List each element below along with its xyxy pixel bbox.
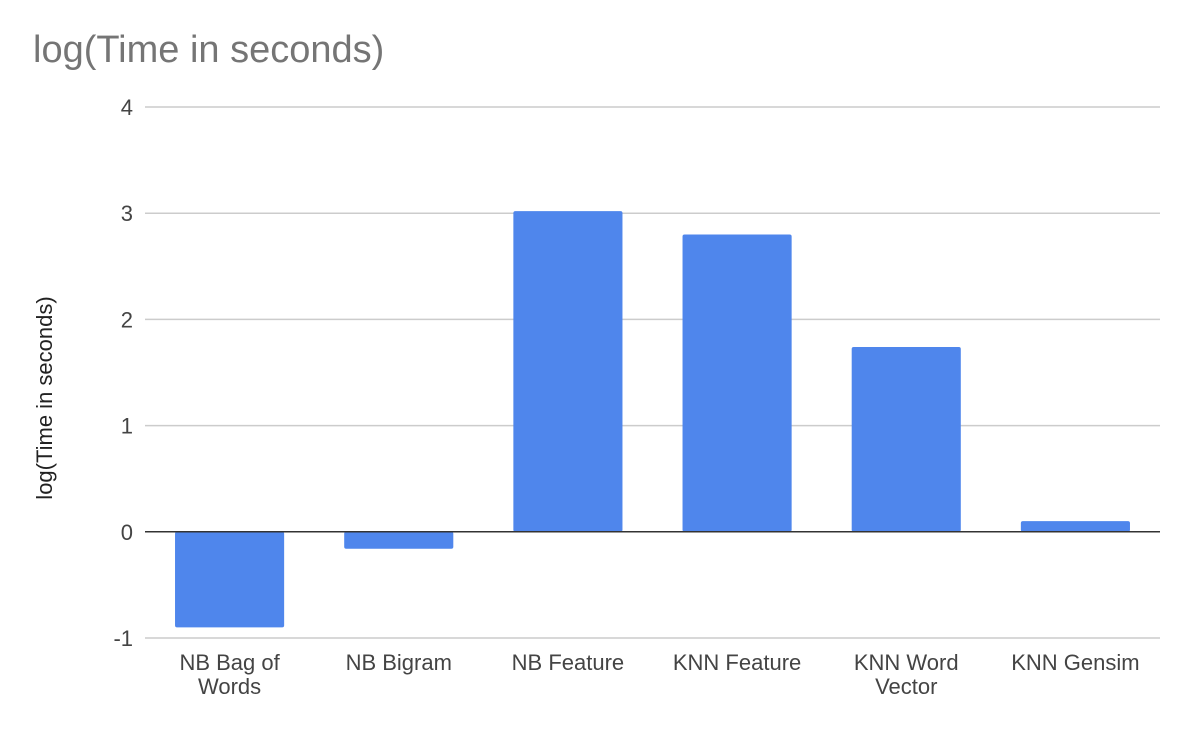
category-label: NB Bag of Words: [179, 650, 280, 699]
bar: [682, 234, 792, 532]
category-label: NB Feature: [512, 650, 625, 675]
y-tick-label: -1: [113, 626, 133, 651]
category-label: KNN Gensim: [1011, 650, 1139, 675]
y-tick-label: 3: [121, 201, 133, 226]
category-label: KNN Word Vector: [854, 650, 959, 699]
bar: [1020, 521, 1130, 532]
category-label: NB Bigram: [346, 650, 452, 675]
category-labels: NB Bag of Words NB Bigram NB Feature KNN Fea…: [179, 650, 1139, 699]
y-axis-label: log(Time in seconds): [32, 296, 57, 499]
bar: [513, 211, 623, 532]
y-tick-label: 0: [121, 520, 133, 545]
chart-title: log(Time in seconds): [33, 29, 384, 71]
y-tick-labels: -1 0 1 2 3 4: [113, 95, 133, 651]
bar: [175, 531, 285, 628]
gridlines: [145, 106, 1160, 639]
bar: [344, 531, 454, 549]
y-tick-label: 4: [121, 95, 133, 120]
y-tick-label: 1: [121, 414, 133, 439]
category-label: KNN Feature: [673, 650, 801, 675]
bar: [851, 347, 961, 532]
bars: [175, 211, 1130, 628]
y-tick-label: 2: [121, 307, 133, 332]
